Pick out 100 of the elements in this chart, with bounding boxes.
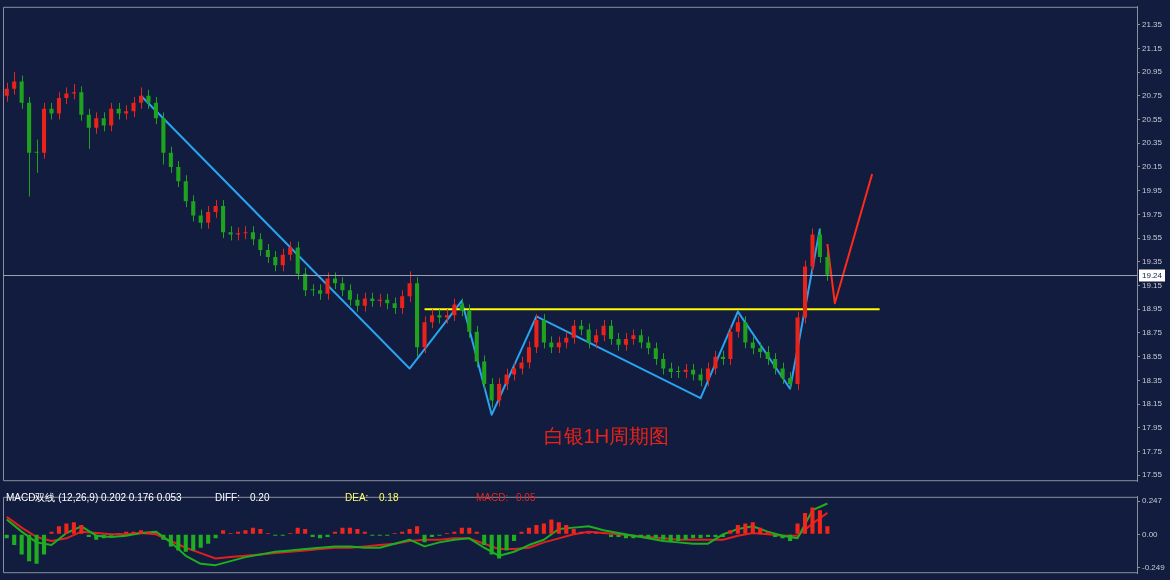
- annotation: MACD:: [476, 491, 509, 503]
- bar: [788, 534, 793, 542]
- bar: [258, 528, 263, 534]
- bar: [198, 534, 203, 548]
- bar: [519, 531, 524, 534]
- bar: [825, 526, 830, 534]
- bar: [482, 534, 487, 546]
- bar: [407, 528, 412, 534]
- candlestick: [422, 315, 427, 354]
- bar: [325, 534, 330, 538]
- y-tick-label: 17.95: [1142, 423, 1163, 433]
- y-tick-label: 20.95: [1142, 67, 1163, 77]
- bar: [64, 523, 69, 534]
- bar: [250, 527, 255, 534]
- bar: [817, 510, 822, 534]
- bar: [497, 534, 502, 559]
- bar: [728, 530, 733, 534]
- y-tick-label: -0.249: [1142, 562, 1166, 572]
- bar: [41, 534, 47, 555]
- bar: [676, 534, 681, 542]
- y-tick-label: 19.95: [1142, 185, 1163, 195]
- bar: [49, 531, 54, 534]
- bar: [295, 527, 300, 534]
- bar: [146, 531, 151, 534]
- y-tick-label: 20.75: [1142, 90, 1163, 100]
- candlestick: [810, 228, 815, 273]
- bar: [161, 534, 166, 540]
- bar: [138, 530, 144, 534]
- y-tick-label: 18.55: [1142, 351, 1163, 361]
- bar: [34, 534, 39, 564]
- y-tick-label: 0.00: [1142, 529, 1159, 539]
- bar: [661, 534, 666, 540]
- candlestick: [49, 102, 54, 120]
- bar: [668, 534, 673, 542]
- candlestick: [235, 226, 241, 241]
- ref-line-label: 19.24: [1142, 270, 1163, 280]
- y-tick-label: 18.15: [1142, 399, 1163, 409]
- bar: [12, 534, 17, 546]
- bar: [743, 523, 748, 534]
- bar: [183, 534, 188, 552]
- y-tick-label: 20.55: [1142, 114, 1163, 124]
- candlestick: [325, 271, 330, 301]
- text: 白银1H周期图: [543, 424, 670, 447]
- bar: [750, 522, 755, 534]
- bar: [511, 534, 517, 542]
- bar: [422, 534, 427, 543]
- y-tick-label: 21.35: [1142, 19, 1163, 29]
- bar: [19, 534, 24, 555]
- bar: [616, 534, 621, 538]
- bar: [168, 534, 173, 547]
- y-tick-label: 19.55: [1142, 233, 1163, 243]
- bar: [564, 524, 569, 534]
- bar: [243, 530, 248, 534]
- bar: [541, 523, 546, 534]
- annotation: 0.20: [250, 491, 270, 503]
- candlestick: [437, 308, 442, 324]
- candlestick: [124, 104, 129, 120]
- bar: [340, 527, 345, 534]
- candlestick: [444, 308, 449, 324]
- bar: [556, 522, 561, 534]
- bar: [713, 534, 718, 538]
- candlestick: [228, 225, 233, 241]
- bar: [467, 527, 472, 534]
- bar: [571, 528, 576, 534]
- y-tick-label: 21.15: [1142, 43, 1163, 53]
- annotation: 0.05: [516, 491, 536, 503]
- candlestick: [795, 311, 800, 391]
- bar: [221, 530, 226, 534]
- y-tick-label: 0.247: [1142, 496, 1163, 506]
- bar: [489, 534, 494, 555]
- bar: [206, 534, 211, 544]
- annotation: DEA:: [345, 491, 369, 503]
- y-tick-label: 20.35: [1142, 138, 1163, 148]
- bar: [795, 523, 800, 534]
- y-tick-label: 19.35: [1142, 256, 1163, 266]
- bar: [802, 512, 808, 534]
- annotation: DIFF:: [215, 491, 240, 503]
- bar: [56, 526, 62, 534]
- bar: [191, 534, 196, 551]
- bar: [71, 522, 76, 534]
- chart-title: MACD双线 (12,26,9) 0.202 0.176 0.053: [6, 491, 183, 503]
- bar: [459, 527, 464, 534]
- y-tick-label: 17.75: [1142, 446, 1163, 456]
- y-tick-label: 20.15: [1142, 162, 1163, 172]
- bar: [303, 528, 308, 534]
- bar: [758, 527, 763, 534]
- y-tick-label: 17.55: [1142, 470, 1163, 480]
- bar: [683, 534, 688, 540]
- y-tick-label: 18.75: [1142, 328, 1163, 338]
- bar: [176, 534, 181, 551]
- candlestick: [519, 356, 524, 375]
- bar: [94, 534, 99, 540]
- bar: [415, 526, 420, 534]
- bar: [810, 507, 815, 534]
- bar: [355, 528, 360, 534]
- bar: [534, 524, 539, 534]
- y-tick-label: 19.75: [1142, 209, 1163, 219]
- bar: [735, 524, 740, 534]
- annotation: 0.18: [379, 491, 399, 503]
- candlestick: [146, 89, 151, 110]
